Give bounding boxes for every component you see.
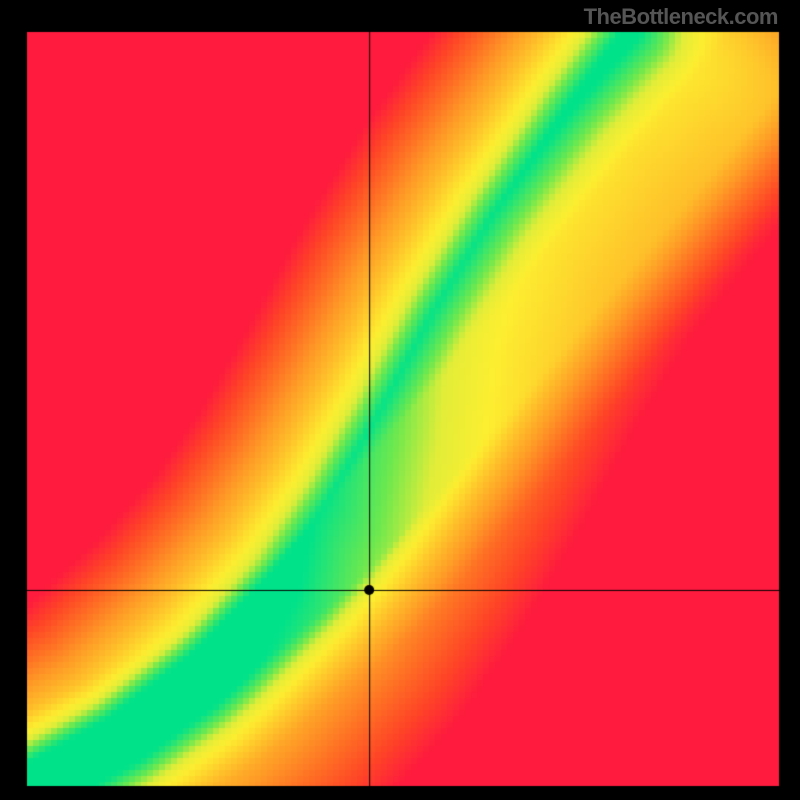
chart-container: TheBottleneck.com — [0, 0, 800, 800]
watermark-text: TheBottleneck.com — [584, 4, 778, 30]
bottleneck-heatmap — [0, 0, 800, 800]
